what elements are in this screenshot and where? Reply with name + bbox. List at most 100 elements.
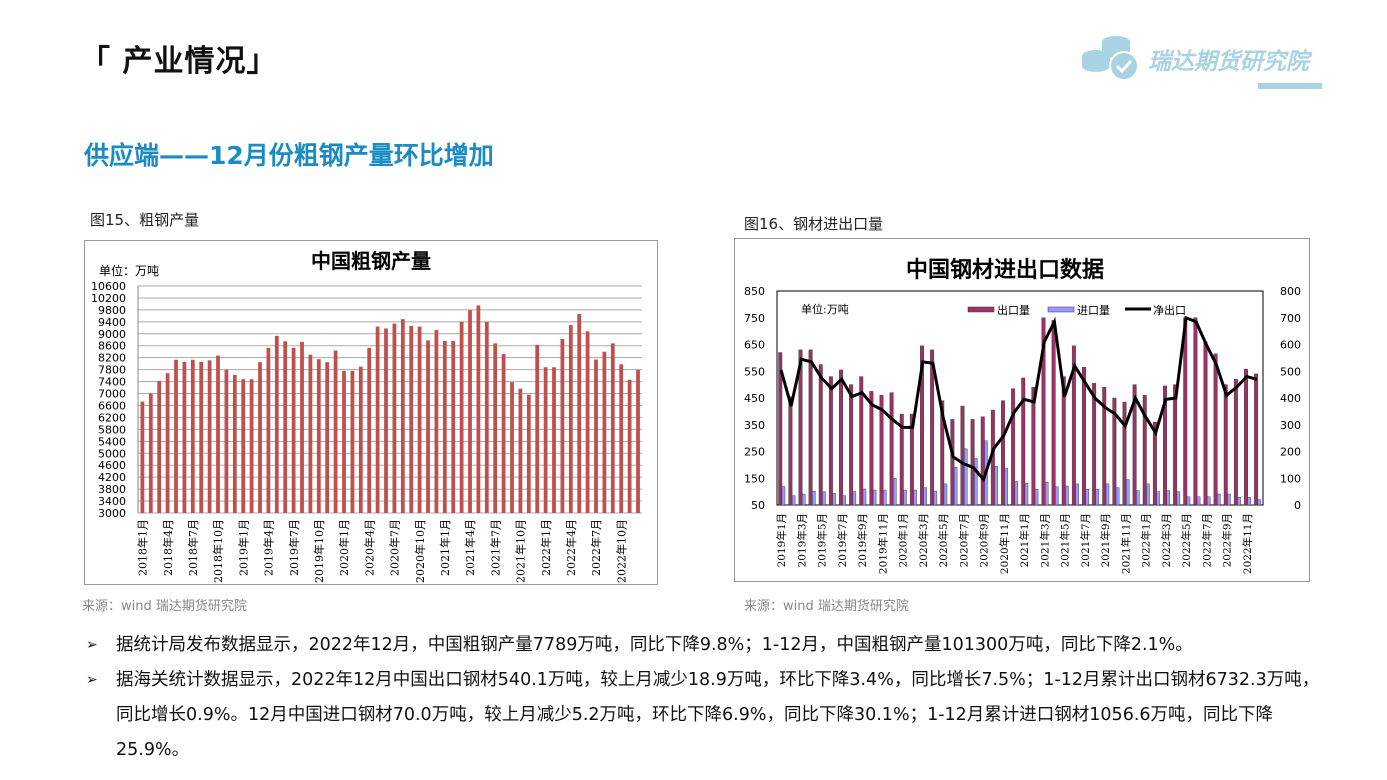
y-left-tick-label: 150 xyxy=(744,472,765,485)
x-tick-label: 2022年7月 xyxy=(589,519,603,576)
bar xyxy=(174,359,178,513)
y-right-tick-label: 600 xyxy=(1280,339,1301,352)
import-bar xyxy=(1095,489,1100,506)
legend-label: 进口量 xyxy=(1077,304,1110,317)
bar xyxy=(459,321,464,513)
bar xyxy=(316,359,321,513)
export-bar xyxy=(879,395,884,506)
bar xyxy=(224,369,229,513)
import-bar xyxy=(1065,485,1069,506)
y-tick-label: 6200 xyxy=(98,411,126,424)
x-tick-label: 2022年11月 xyxy=(1241,513,1254,574)
bar xyxy=(300,341,304,513)
bar xyxy=(241,379,246,513)
bar xyxy=(543,367,548,513)
bar xyxy=(560,338,565,513)
x-tick-label: 2019年11月 xyxy=(876,513,889,574)
x-tick-label: 2021年1月 xyxy=(1018,513,1031,567)
import-bar xyxy=(1034,489,1039,506)
y-right-tick-label: 700 xyxy=(1280,312,1301,325)
bar xyxy=(258,362,262,513)
x-tick-label: 2020年3月 xyxy=(917,513,930,567)
y-tick-label: 9800 xyxy=(98,304,126,317)
bar xyxy=(442,340,447,513)
bar xyxy=(333,350,338,513)
export-bar xyxy=(1112,397,1117,506)
x-tick-label: 2021年9月 xyxy=(1099,513,1112,567)
import-bar xyxy=(1176,491,1181,506)
x-tick-label: 2019年7月 xyxy=(287,519,301,576)
import-bar xyxy=(1217,493,1221,506)
source-note-15: 来源：wind 瑞达期货研究院 xyxy=(82,599,247,614)
y-left-tick-label: 350 xyxy=(744,419,765,432)
chart-title: 中国粗钢产量 xyxy=(311,249,431,273)
bullet-item: ➢ 据海关统计数据显示，2022年12月中国出口钢材540.1万吨，较上月减少18… xyxy=(86,663,1326,768)
export-bar xyxy=(960,405,965,506)
x-tick-label: 2022年9月 xyxy=(1221,513,1234,567)
y-tick-label: 7000 xyxy=(98,388,126,401)
import-bar xyxy=(1186,496,1191,506)
export-bar xyxy=(1244,368,1248,506)
export-bar xyxy=(1061,376,1066,506)
import-bar xyxy=(1166,490,1170,506)
export-bar xyxy=(828,376,833,506)
export-bar xyxy=(1163,385,1167,506)
figure-caption-15: 图15、粗钢产量 xyxy=(90,211,200,229)
import-bar xyxy=(1136,490,1140,506)
import-bar xyxy=(1045,482,1049,506)
import-bar xyxy=(1004,467,1008,506)
import-bar xyxy=(832,493,836,506)
export-bar xyxy=(1173,384,1178,506)
bar xyxy=(249,379,254,513)
bar xyxy=(417,326,422,513)
import-bar xyxy=(1207,496,1211,506)
x-tick-label: 2021年10月 xyxy=(514,519,528,583)
y-tick-label: 8200 xyxy=(98,352,126,365)
y-tick-label: 7400 xyxy=(98,376,126,389)
x-tick-label: 2018年10月 xyxy=(211,519,225,583)
export-bar xyxy=(1041,317,1046,506)
export-bar xyxy=(1092,383,1097,506)
bar xyxy=(585,331,590,513)
bar xyxy=(535,344,540,513)
x-tick-label: 2019年1月 xyxy=(236,519,250,576)
arrow-bullet-icon: ➢ xyxy=(86,672,98,688)
import-bar xyxy=(964,448,968,506)
bullet-text: 据海关统计数据显示，2022年12月中国出口钢材540.1万吨，较上月减少18.… xyxy=(116,670,1320,760)
import-bar xyxy=(1146,483,1150,506)
export-bar xyxy=(1183,317,1188,506)
y-tick-label: 3000 xyxy=(98,507,126,520)
bar xyxy=(400,319,405,513)
x-tick-label: 2018年7月 xyxy=(186,519,200,576)
export-bar xyxy=(1102,387,1107,506)
x-tick-label: 2020年9月 xyxy=(978,513,991,567)
bar xyxy=(594,359,598,513)
x-tick-label: 2021年7月 xyxy=(488,519,502,576)
y-tick-label: 7800 xyxy=(98,364,126,377)
x-tick-label: 2022年1月 xyxy=(1140,513,1153,567)
x-tick-label: 2022年5月 xyxy=(1180,513,1193,567)
x-tick-label: 2019年1月 xyxy=(775,513,788,567)
import-bar xyxy=(943,483,948,506)
export-bar xyxy=(930,349,935,506)
bar xyxy=(182,361,187,513)
import-bar xyxy=(923,487,927,506)
x-tick-label: 2019年3月 xyxy=(795,513,808,567)
x-tick-label: 2021年4月 xyxy=(463,519,477,576)
x-tick-label: 2020年1月 xyxy=(337,519,351,576)
y-tick-label: 8600 xyxy=(98,340,126,353)
y-left-tick-label: 850 xyxy=(744,285,765,298)
export-bar xyxy=(1001,400,1005,506)
y-left-tick-label: 250 xyxy=(744,446,765,459)
export-bar xyxy=(950,419,955,506)
bar xyxy=(409,326,414,513)
y-tick-label: 9400 xyxy=(98,316,126,329)
plot-frame xyxy=(776,290,1264,506)
bar xyxy=(510,382,514,513)
bar xyxy=(468,310,472,513)
import-bar xyxy=(812,490,816,506)
export-bar xyxy=(818,364,823,506)
y-left-tick-label: 450 xyxy=(744,392,765,405)
